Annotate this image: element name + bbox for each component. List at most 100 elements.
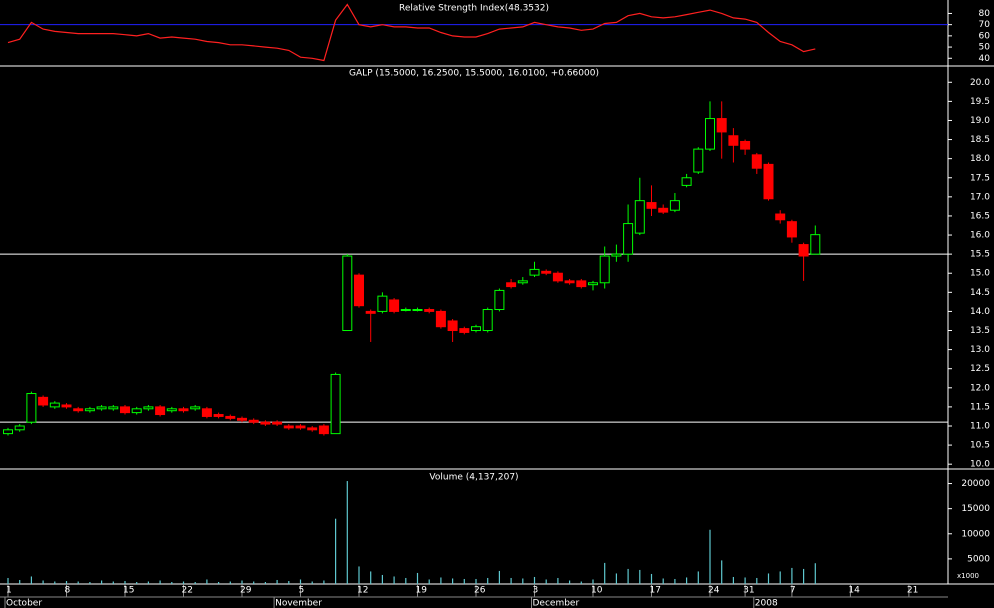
candle-body (716, 118, 727, 133)
x-tick-label: 21 (907, 586, 918, 596)
candle-body (342, 255, 353, 332)
y-tick-label: 14.5 (970, 288, 990, 298)
y-tick-label: 16.0 (970, 231, 990, 241)
candle-body (38, 396, 49, 406)
x-tick-label: 19 (416, 586, 428, 596)
x-tick-label: 3 (533, 586, 539, 596)
y-tick-label: 20000 (961, 479, 990, 489)
y-tick-label: 14.0 (970, 307, 990, 317)
candle-body (307, 427, 318, 431)
candle-body (225, 415, 236, 419)
y-tick-label: 12.5 (970, 364, 990, 374)
y-tick-label: 11.5 (970, 402, 990, 412)
candle-body (354, 274, 364, 307)
candle-body (272, 421, 283, 425)
y-tick-label: 40 (979, 54, 991, 64)
candle-body (447, 320, 458, 332)
panel-title: GALP (15.5000, 16.2500, 15.5000, 16.0100… (349, 69, 599, 79)
y-tick-label: 15000 (961, 504, 990, 514)
candle-body (576, 280, 587, 288)
candle-body (120, 406, 130, 414)
y-tick-label: 17.5 (970, 173, 990, 183)
candle-body (634, 200, 645, 234)
candle-body (400, 309, 411, 312)
panel-title: Relative Strength Index(48.3532) (399, 4, 549, 14)
candle-body (810, 234, 821, 255)
candle-body (623, 223, 634, 255)
x-tick-label: 17 (650, 586, 661, 596)
candle-body (424, 309, 435, 312)
candle-body (96, 406, 107, 410)
candle-body (599, 255, 610, 284)
x-tick-label: 7 (790, 586, 796, 596)
y-tick-label: 20.0 (970, 78, 990, 88)
candle-body (73, 408, 84, 412)
y-tick-label: 16.5 (970, 211, 990, 221)
y-tick-label: 5000 (967, 554, 990, 564)
candle-body (84, 408, 95, 412)
candle-body (728, 135, 739, 146)
candle-body (108, 406, 119, 410)
y-tick-label: 19.0 (970, 116, 990, 126)
candle-body (435, 310, 446, 328)
candle-body (646, 202, 657, 209)
candle-body (365, 310, 376, 314)
candle-body (190, 406, 201, 410)
candle-body (611, 253, 622, 257)
x-tick-label: 12 (357, 586, 368, 596)
candle-body (494, 289, 505, 311)
candle-body (283, 425, 294, 429)
y-tick-label: 15.5 (970, 250, 990, 260)
y-tick-label: 10.5 (970, 441, 990, 451)
candle-body (178, 408, 189, 412)
candle-body (541, 270, 552, 274)
candle-body (330, 373, 341, 435)
candle-body (201, 408, 212, 417)
candle-body (705, 118, 715, 150)
candle-body (295, 425, 306, 429)
x-tick-label: 10 (591, 586, 603, 596)
candle-body (49, 402, 60, 408)
x-tick-label: 8 (65, 586, 71, 596)
y-tick-label: 18.5 (970, 135, 990, 145)
candle-body (506, 282, 517, 288)
y-tick-label: 19.5 (970, 97, 990, 107)
x-tick-label: 1 (6, 586, 12, 596)
candle-body (658, 207, 669, 213)
candle-body (237, 417, 247, 421)
candle-body (552, 272, 563, 282)
candle-body (459, 328, 470, 333)
y-tick-label: 18.0 (970, 154, 990, 164)
candle-body (166, 408, 177, 412)
candle-body (693, 148, 704, 173)
y-tick-label: 50 (979, 43, 991, 53)
candle-body (143, 406, 154, 410)
candle-body (798, 244, 809, 257)
candle-body (260, 421, 271, 425)
x-tick-label: 22 (182, 586, 193, 596)
x-tick-label: 14 (848, 586, 860, 596)
candle-body (482, 309, 493, 332)
month-label: October (6, 599, 42, 608)
y-tick-label: 13.5 (970, 326, 990, 336)
x-tick-label: 24 (708, 586, 720, 596)
candle-body (318, 425, 329, 435)
y-tick-label: 13.0 (970, 345, 990, 355)
y-tick-label: 10.0 (970, 460, 990, 470)
month-label: November (275, 599, 322, 608)
x-tick-label: 5 (299, 586, 305, 596)
x-tick-label: 31 (743, 586, 754, 596)
candle-body (412, 309, 423, 312)
candle-body (155, 406, 166, 416)
candle-body (3, 429, 13, 435)
y-tick-label: 80 (979, 9, 991, 19)
candle-body (786, 221, 797, 238)
candle-body (471, 326, 481, 332)
candle-body (669, 200, 680, 211)
y-tick-label: 70 (979, 20, 991, 30)
candle-body (588, 282, 598, 286)
y-tick-label: 11.0 (970, 421, 990, 431)
candle-body (740, 140, 751, 150)
y-tick-label: 15.0 (970, 269, 990, 279)
candle-body (14, 425, 25, 431)
